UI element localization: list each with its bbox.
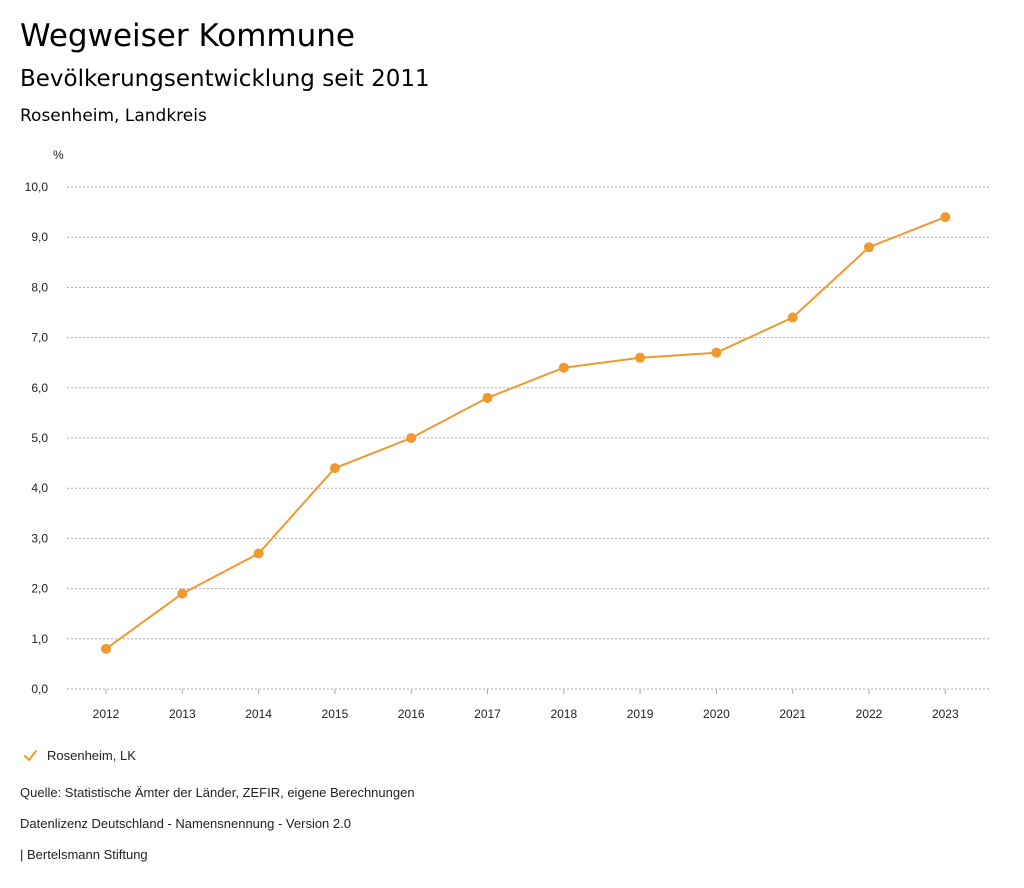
data-point[interactable]	[177, 588, 188, 599]
data-point[interactable]	[558, 362, 569, 373]
x-tick-label: 2022	[856, 707, 883, 721]
series-line	[105, 216, 946, 650]
y-tick-label: 4,0	[31, 481, 48, 495]
data-point[interactable]	[482, 392, 493, 403]
chart-subtitle: Bevölkerungsentwicklung seit 2011	[20, 66, 430, 92]
line-chart: % 0,0 1,0 2,0 3,0 4,0 5,0 6,0 7,0 8,0 9,0 10,0 201…	[25, 148, 990, 721]
x-tick-label: 2012	[93, 707, 120, 721]
publisher-note: | Bertelsmann Stiftung	[20, 847, 148, 862]
y-tick-label: 6,0	[31, 381, 48, 395]
data-point[interactable]	[635, 352, 646, 363]
check-icon	[24, 749, 37, 761]
x-tick-label: 2021	[779, 707, 806, 721]
legend[interactable]: Rosenheim, LK	[22, 745, 136, 765]
y-tick-label: 1,0	[31, 632, 48, 646]
data-point[interactable]	[864, 242, 874, 253]
source-note: Quelle: Statistische Ämter der Länder, Z…	[20, 785, 415, 800]
y-axis-unit-label: %	[53, 148, 64, 162]
data-point[interactable]	[406, 433, 417, 443]
data-point[interactable]	[787, 312, 798, 323]
y-tick-label: 8,0	[31, 280, 48, 294]
x-tick-label: 2015	[322, 707, 349, 721]
data-point[interactable]	[101, 643, 111, 654]
x-tick-label: 2023	[932, 707, 959, 721]
x-tick-label: 2017	[474, 707, 501, 721]
legend-label: Rosenheim, LK	[47, 747, 136, 763]
y-tick-label: 10,0	[25, 180, 49, 194]
x-tick-label: 2018	[550, 707, 577, 721]
y-tick-label: 0,0	[31, 682, 48, 696]
x-tick-label: 2020	[703, 707, 730, 721]
x-tick-label: 2016	[398, 707, 425, 721]
y-tick-label: 7,0	[31, 331, 48, 345]
x-tick-label: 2013	[169, 707, 196, 721]
y-tick-label: 3,0	[31, 531, 48, 545]
region-label: Rosenheim, Landkreis	[20, 106, 207, 126]
data-point[interactable]	[940, 212, 951, 223]
page-title: Wegweiser Kommune	[20, 18, 355, 54]
x-tick-label: 2019	[627, 707, 654, 721]
data-point[interactable]	[329, 463, 340, 474]
y-tick-label: 2,0	[31, 582, 48, 596]
data-point[interactable]	[253, 548, 264, 559]
license-note: Datenlizenz Deutschland - Namensnennung …	[20, 816, 351, 831]
x-tick-label: 2014	[245, 707, 272, 721]
y-tick-label: 5,0	[31, 431, 48, 445]
y-tick-label: 9,0	[31, 230, 48, 244]
data-point[interactable]	[711, 347, 722, 358]
